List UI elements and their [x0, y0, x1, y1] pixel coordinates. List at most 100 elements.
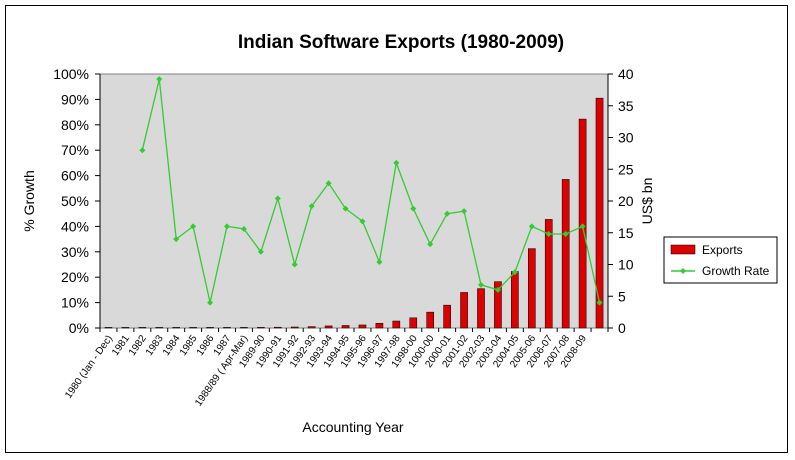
exports-bar [290, 326, 299, 329]
growth-rate-point [393, 159, 400, 166]
exports-bar [138, 327, 147, 329]
exports-bar [527, 248, 536, 329]
right-tick-label: 15 [618, 225, 634, 241]
growth-rate-point [478, 281, 484, 288]
exports-bar [494, 281, 502, 329]
right-tick-label: 20 [618, 193, 634, 209]
growth-rate-point [240, 225, 247, 232]
legend: Exports Growth Rate [663, 236, 778, 284]
growth-rate-point [427, 241, 434, 248]
growth-rate-point [325, 180, 332, 187]
plot-area [99, 73, 609, 329]
growth-rate-point [342, 205, 349, 212]
growth-rate-point [494, 286, 501, 293]
growth-rate-point [359, 218, 366, 225]
exports-bar [409, 317, 418, 329]
right-tick-label: 25 [618, 161, 634, 177]
right-tick-label: 40 [618, 66, 634, 82]
left-tick-label: 40% [61, 218, 89, 234]
y-axis-left-title: % Growth [21, 170, 37, 231]
right-tick-label: 30 [618, 130, 634, 146]
exports-bar [595, 97, 604, 329]
growth-rate-point [257, 248, 264, 255]
growth-rate-point [207, 299, 214, 306]
left-tick-label: 70% [61, 142, 89, 158]
left-tick-label: 60% [61, 168, 89, 184]
legend-box [663, 236, 778, 284]
growth-rate-point [562, 231, 569, 238]
exports-bar [324, 325, 333, 329]
growth-line-group [139, 76, 603, 306]
exports-bar [172, 327, 181, 329]
x-tick-label: 1986 [195, 333, 217, 358]
growth-rate-point [224, 223, 230, 230]
exports-bar [443, 304, 451, 329]
exports-bar [206, 327, 214, 329]
left-tick-label: 10% [61, 295, 89, 311]
exports-bar [358, 324, 367, 329]
legend-growth-marker [680, 268, 686, 274]
x-axis-labels: 1980 (Jan - Dec)198119821983198419851986… [63, 333, 589, 408]
exports-bar [240, 327, 248, 329]
growth-rate-point [528, 223, 535, 230]
growth-rate-point [156, 76, 163, 83]
x-axis-title: Accounting Year [302, 419, 404, 435]
growth-rate-point [511, 269, 518, 276]
exports-bar [155, 327, 164, 329]
right-tick-label: 10 [618, 257, 634, 273]
exports-bar [104, 327, 113, 329]
growth-rate-point [461, 208, 468, 215]
x-tick-label: 1981 [110, 333, 132, 358]
left-tick-label: 0% [69, 320, 89, 336]
growth-rate-point [308, 203, 315, 210]
growth-rate-point [291, 261, 298, 268]
x-tick-label: 1982 [127, 333, 149, 358]
left-axis: 0% 10% 20% 30% 40% 50% 60% 70% 80% 90% 100% [53, 66, 101, 336]
growth-rate-point [545, 231, 552, 238]
x-tick-label: 1984 [161, 333, 183, 358]
exports-bar [223, 327, 231, 329]
left-tick-label: 80% [61, 117, 89, 133]
x-tick-label: 1985 [178, 333, 200, 358]
legend-exports-label: Exports [702, 243, 743, 257]
growth-rate-point [173, 236, 180, 243]
growth-rate-point [376, 258, 383, 265]
growth-rate-point [190, 223, 197, 230]
exports-bar [121, 327, 130, 329]
growth-rate-point [410, 205, 417, 212]
legend-exports-swatch [670, 244, 696, 255]
x-tick-label: 1980 (Jan - Dec) [63, 333, 115, 400]
exports-bar [460, 292, 468, 329]
growth-rate-point [579, 223, 586, 230]
right-tick-label: 5 [618, 288, 626, 304]
right-tick-label: 35 [618, 98, 634, 114]
left-tick-label: 20% [61, 269, 89, 285]
left-tick-label: 50% [61, 193, 89, 209]
exports-bar [561, 179, 570, 329]
growth-rate-point [444, 210, 451, 217]
exports-bar [375, 322, 384, 329]
y-axis-right-title: US$ bn [639, 178, 655, 225]
growth-rate-line [141, 78, 601, 303]
growth-rate-point [596, 299, 603, 306]
exports-bar [341, 325, 350, 329]
exports-bar [477, 288, 485, 329]
chart-title: Indian Software Exports (1980-2009) [238, 32, 564, 53]
left-tick-label: 100% [53, 66, 89, 82]
exports-bar [273, 326, 282, 329]
growth-rate-point [139, 147, 146, 154]
growth-rate-point [274, 195, 281, 202]
legend-growth-label: Growth Rate [702, 264, 770, 278]
exports-bar [257, 327, 265, 329]
x-tick-label: 1983 [144, 333, 166, 358]
right-tick-label: 0 [618, 320, 626, 336]
left-tick-label: 90% [61, 91, 89, 107]
left-tick-label: 30% [61, 244, 89, 260]
exports-bar [544, 219, 553, 329]
exports-bar [392, 320, 401, 329]
exports-bar [307, 326, 316, 329]
right-axis: 0 5 10 15 20 25 30 35 40 [607, 66, 634, 336]
x-tick-marks [99, 328, 609, 332]
exports-bar [189, 327, 197, 329]
